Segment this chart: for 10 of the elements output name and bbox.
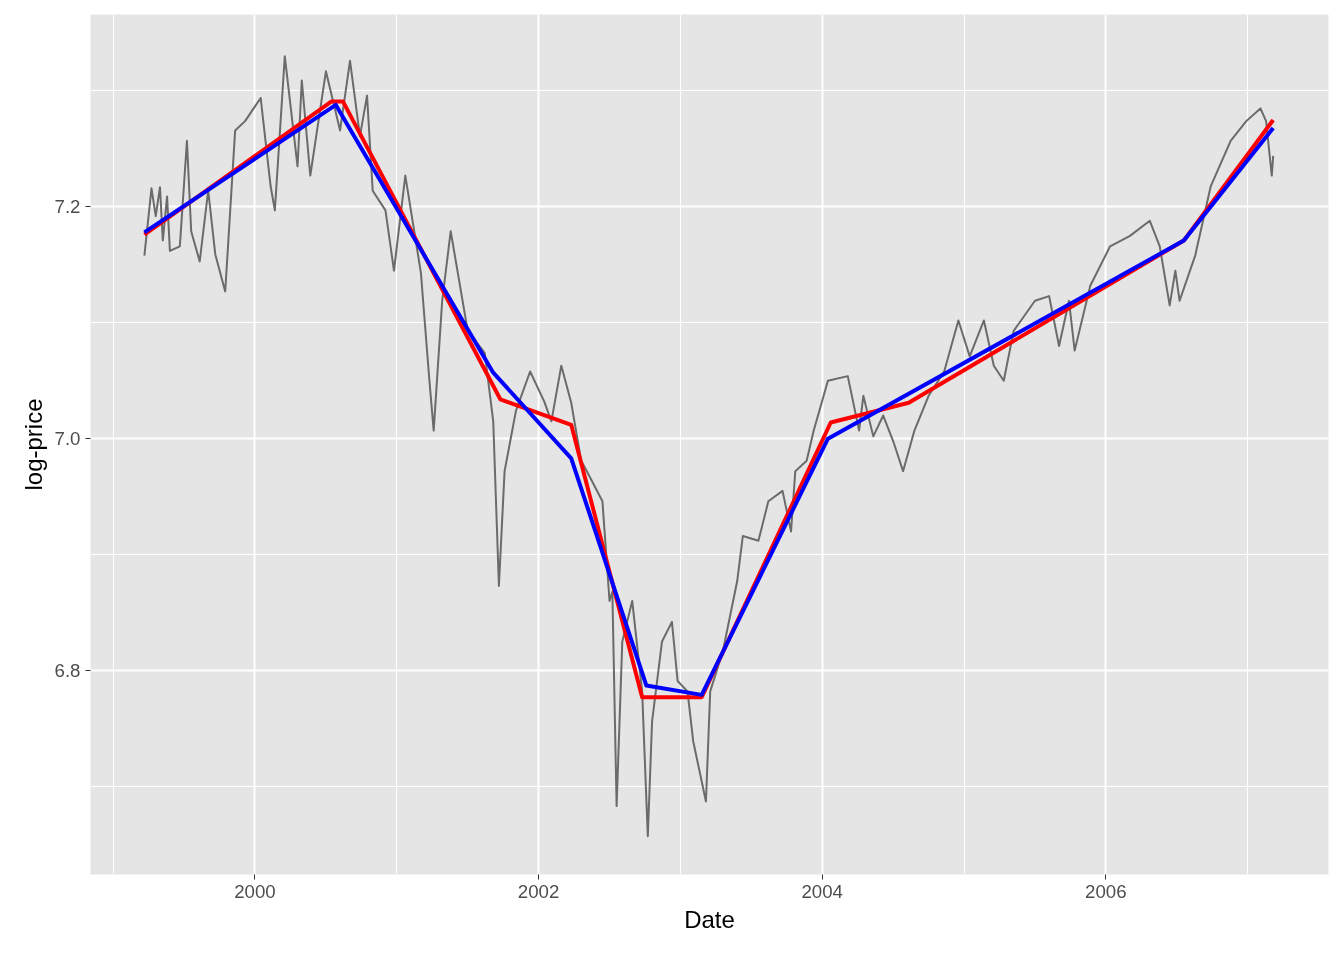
y-tick-label: 6.8 <box>54 660 81 682</box>
y-axis-title: log-price <box>19 398 47 491</box>
y-tick-label: 7.0 <box>54 428 81 450</box>
x-tick-label: 2002 <box>517 880 560 902</box>
x-tick-label: 2006 <box>1085 880 1127 902</box>
x-tick-label: 2000 <box>234 880 276 902</box>
x-axis-title: Date <box>684 905 735 933</box>
y-tick-label: 7.2 <box>54 196 81 218</box>
x-tick-label: 2004 <box>801 880 843 902</box>
line-series <box>143 55 1275 838</box>
